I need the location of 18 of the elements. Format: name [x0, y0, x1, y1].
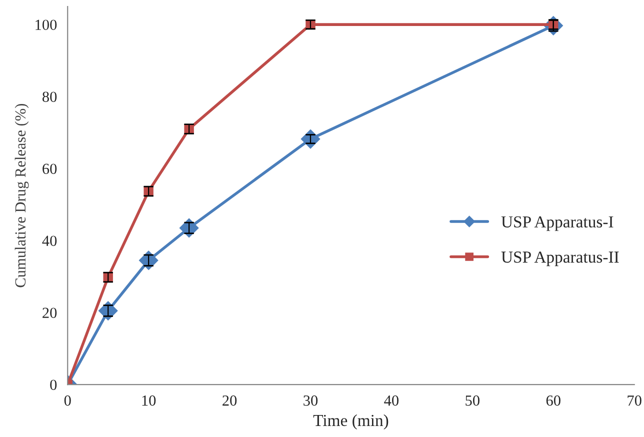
legend-label: USP Apparatus-I — [501, 216, 614, 231]
y-tick-label: 60 — [42, 164, 57, 174]
y-tick-label: 100 — [36, 20, 57, 30]
x-tick-label: 20 — [222, 395, 237, 406]
x-tick-label: 10 — [142, 395, 156, 406]
x-tick-label: 0 — [64, 395, 71, 406]
x-tick-label: 60 — [546, 395, 560, 406]
x-tick-label: 50 — [466, 395, 480, 406]
y-tick-label: 0 — [50, 380, 57, 390]
x-tick-label: 30 — [304, 395, 318, 406]
y-tick-label: 80 — [42, 92, 57, 102]
y-tick-label: 20 — [42, 308, 57, 318]
legend-label: USP Apparatus-II — [501, 252, 619, 266]
y-axis-title: Cumulative Drug Release (%) — [14, 104, 29, 288]
x-tick-label: 40 — [384, 395, 399, 406]
y-tick-label: 40 — [42, 236, 57, 246]
x-tick-label: 70 — [628, 395, 642, 406]
x-axis-title: Time (min) — [313, 414, 388, 430]
